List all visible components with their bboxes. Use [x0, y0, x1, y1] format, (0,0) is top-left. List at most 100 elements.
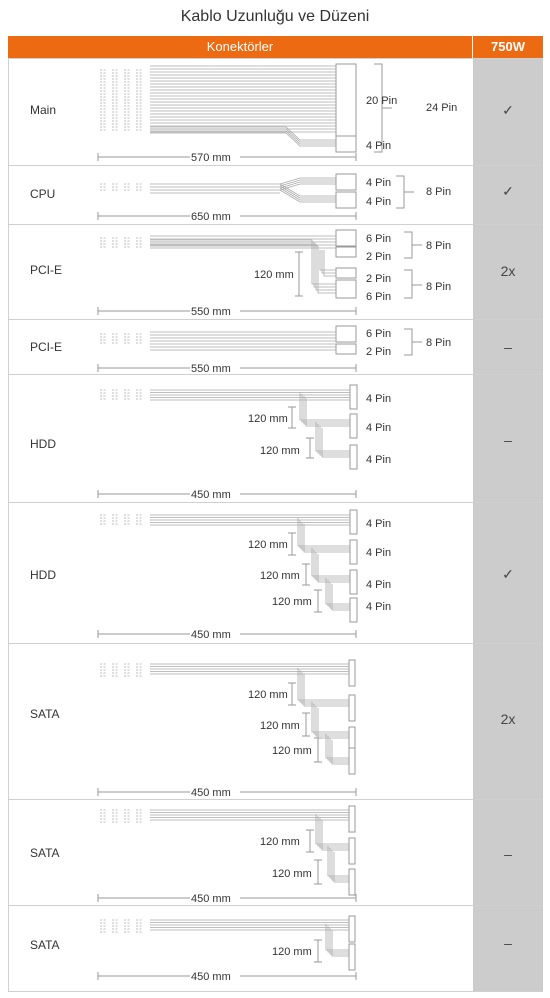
row-label-pcie-1: PCI-E: [30, 263, 63, 277]
wire-branch: [303, 674, 349, 707]
row-divider: [8, 991, 543, 992]
pcie2-6pin-connector: [335, 325, 357, 343]
page-title: Kablo Uzunluğu ve Düzeni: [180, 8, 370, 25]
wire-branch: [319, 426, 350, 456]
cpu-4pin-connector-b: [335, 191, 357, 209]
length-label-sata1-split-b: 120 mm: [260, 720, 300, 732]
cpu-4pin-connector-a: [335, 173, 357, 191]
pin-label-hdd2-a: 4 Pin: [366, 518, 391, 530]
wire-branch: [305, 398, 350, 427]
row-divider: [8, 799, 543, 800]
main-20pin-connector: [335, 63, 357, 137]
main-4pin-connector: [335, 135, 357, 153]
hdd-connector-1: [349, 384, 358, 410]
wire-branch: [329, 928, 349, 955]
length-label-pcie-1: 550 mm: [191, 306, 231, 318]
sata-connector-1: [348, 659, 356, 687]
length-label-sata-2: 450 mm: [191, 893, 231, 905]
row-divider: [8, 643, 543, 644]
hdd-cable-2: [97, 509, 358, 638]
row-label-pcie-2: PCI-E: [30, 340, 63, 354]
sata-cable-2: [97, 805, 357, 902]
sata3-connector-2: [348, 943, 356, 971]
wire-branch: [321, 428, 350, 458]
pcie2-2pin-connector: [335, 343, 357, 355]
wire-branch: [279, 187, 336, 201]
pin-label-hdd1-b: 4 Pin: [366, 422, 391, 434]
pin-label-cpu-4b: 4 Pin: [366, 196, 391, 208]
length-label-main: 570 mm: [191, 152, 231, 164]
row-divider: [8, 502, 543, 503]
sata-connector-2: [348, 694, 356, 722]
wire-branch: [315, 552, 350, 581]
row-value-hdd-2: ✓: [502, 566, 514, 582]
pin-label-hdd2-b: 4 Pin: [366, 547, 391, 559]
pin-label-main-20: 20 Pin: [366, 95, 397, 107]
pin-label-hdd1-a: 4 Pin: [366, 393, 391, 405]
wire-branch: [319, 250, 336, 271]
pcie-cable-1: [97, 229, 422, 315]
wire-branch: [313, 550, 350, 579]
pin-label-main-4: 4 Pin: [366, 140, 391, 152]
wire-branch: [327, 736, 349, 761]
wire-branch: [299, 670, 349, 703]
length-label-sata-1: 450 mm: [191, 787, 231, 799]
wire-branch: [279, 185, 336, 199]
row-value-main: ✓: [502, 102, 514, 118]
wire-branch: [301, 394, 350, 423]
wire-branch: [325, 578, 350, 605]
sata-cable-3: [97, 915, 357, 980]
length-label-pcie-2: 550 mm: [191, 363, 231, 375]
hdd2-connector-3: [349, 569, 358, 595]
pin-label-pcie2-6: 6 Pin: [366, 328, 391, 340]
wire-branch: [150, 241, 336, 288]
wire-branch: [329, 582, 350, 609]
wire-branch: [331, 584, 350, 611]
row-value-sata-2: –: [504, 846, 512, 862]
length-label-hdd2-split-c: 120 mm: [272, 596, 312, 608]
wire-branch: [321, 250, 336, 274]
wire-branch: [331, 740, 349, 765]
wire-branch: [325, 924, 349, 951]
row-value-pcie-1: 2x: [500, 263, 516, 279]
pin-label-pcie-2b: 2 Pin: [366, 273, 391, 285]
length-label-pcie-split: 120 mm: [254, 269, 294, 281]
row-label-main: Main: [30, 103, 57, 117]
wire-branch: [321, 820, 349, 851]
row-label-sata-1: SATA: [30, 707, 60, 721]
wire-branch: [331, 850, 349, 881]
pin-label-pcie-6b: 6 Pin: [366, 291, 391, 303]
length-label-sata1-split-a: 120 mm: [248, 689, 288, 701]
wire-branch: [317, 554, 350, 583]
hdd2-connector-4: [349, 597, 358, 623]
cpu-cable: [97, 173, 414, 220]
wire-branch: [325, 734, 349, 759]
pcie-2pin-connector-a: [335, 246, 357, 258]
row-value-cpu: ✓: [502, 183, 514, 199]
sata2-connector-2: [348, 837, 356, 865]
row-divider: [8, 224, 543, 225]
pin-label-hdd2-d: 4 Pin: [366, 601, 391, 613]
wire-branch: [150, 243, 336, 291]
sata2-connector-3: [348, 868, 356, 896]
wire-branch: [315, 814, 349, 845]
hdd2-connector-2: [349, 539, 358, 565]
wire-branch: [327, 846, 349, 877]
row-value-sata-3: –: [504, 935, 512, 951]
wire-branch: [327, 580, 350, 607]
sata3-connector-1: [348, 915, 356, 943]
wire-branch: [301, 672, 349, 705]
wire-branch: [303, 396, 350, 425]
wire-branch: [317, 424, 350, 454]
pcie-2pin-connector-b: [335, 267, 357, 279]
pin-label-cpu-4a: 4 Pin: [366, 177, 391, 189]
length-label-hdd2-split-b: 120 mm: [260, 570, 300, 582]
wire-branch: [301, 522, 350, 551]
wire-branch: [329, 848, 349, 879]
wire-branch: [315, 422, 350, 452]
wire-branch: [333, 852, 349, 883]
wire-branch: [279, 183, 336, 191]
main-cable: [97, 63, 392, 161]
length-label-cpu: 650 mm: [191, 211, 231, 223]
